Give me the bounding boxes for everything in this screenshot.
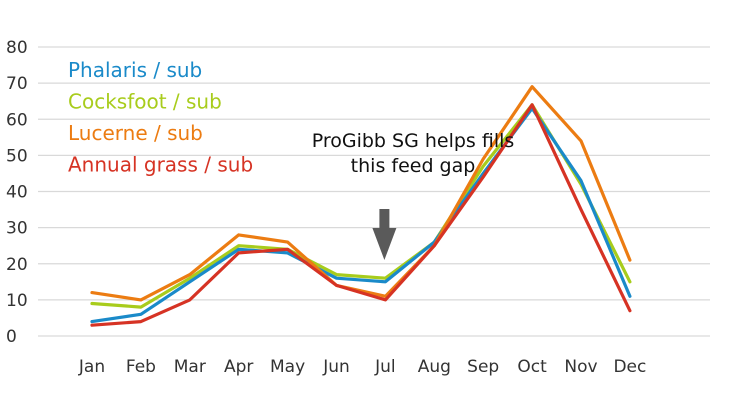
legend: Phalaris / sub Cocksfoot / sub Lucerne / s… xyxy=(68,58,253,177)
y-tick-label: 50 xyxy=(6,146,28,166)
y-tick-label: 80 xyxy=(6,38,28,58)
y-tick-label: 10 xyxy=(6,291,28,311)
x-tick-label-oct: Oct xyxy=(517,357,547,377)
feed-gap-annotation: ProGibb SG helps fills this feed gap xyxy=(312,130,515,260)
annotation-line-2: this feed gap xyxy=(351,155,476,177)
y-tick-label: 0 xyxy=(6,327,17,347)
x-axis-tick-labels: Jan Feb Mar Apr May Jun Jul Aug Sep Oct Nov Dec xyxy=(78,357,646,377)
x-tick-label-apr: Apr xyxy=(224,357,253,377)
y-axis-tick-labels: 0 10 20 30 40 50 60 70 80 xyxy=(6,38,28,347)
x-tick-label-dec: Dec xyxy=(613,357,646,377)
legend-entry: Cocksfoot / sub xyxy=(68,90,222,114)
x-tick-label-feb: Feb xyxy=(126,357,156,377)
x-tick-label-nov: Nov xyxy=(564,357,597,377)
legend-entry: Annual grass / sub xyxy=(68,153,253,177)
series-line-lucerne-sub xyxy=(90,85,632,302)
x-tick-label-aug: Aug xyxy=(418,357,451,377)
y-tick-label: 70 xyxy=(6,74,28,94)
down-arrow-icon xyxy=(372,209,397,260)
annotation-line-1: ProGibb SG helps fills xyxy=(312,130,515,152)
y-tick-label: 40 xyxy=(6,183,28,203)
x-tick-label-jul: Jul xyxy=(374,357,396,377)
x-tick-label-sep: Sep xyxy=(467,357,499,377)
series-line-annual-grass-sub xyxy=(90,103,632,327)
x-tick-label-mar: Mar xyxy=(174,357,206,377)
x-tick-label-may: May xyxy=(270,357,305,377)
series-lines xyxy=(90,85,632,327)
y-tick-label: 20 xyxy=(6,255,28,275)
x-tick-label-jun: Jun xyxy=(322,357,350,377)
legend-entry: Phalaris / sub xyxy=(68,58,202,82)
y-tick-label: 30 xyxy=(6,219,28,239)
legend-entry: Lucerne / sub xyxy=(68,121,203,145)
y-tick-label: 60 xyxy=(6,110,28,130)
x-tick-label-jan: Jan xyxy=(78,357,105,377)
